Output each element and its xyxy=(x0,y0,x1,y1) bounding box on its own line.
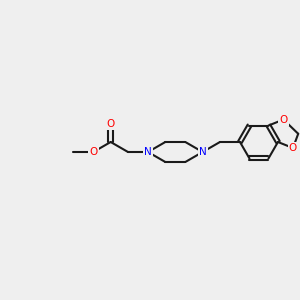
Text: N: N xyxy=(144,147,152,157)
Text: O: O xyxy=(289,143,297,153)
Text: O: O xyxy=(89,147,98,157)
Text: N: N xyxy=(199,147,206,157)
Text: O: O xyxy=(106,119,115,129)
Text: O: O xyxy=(279,115,288,124)
